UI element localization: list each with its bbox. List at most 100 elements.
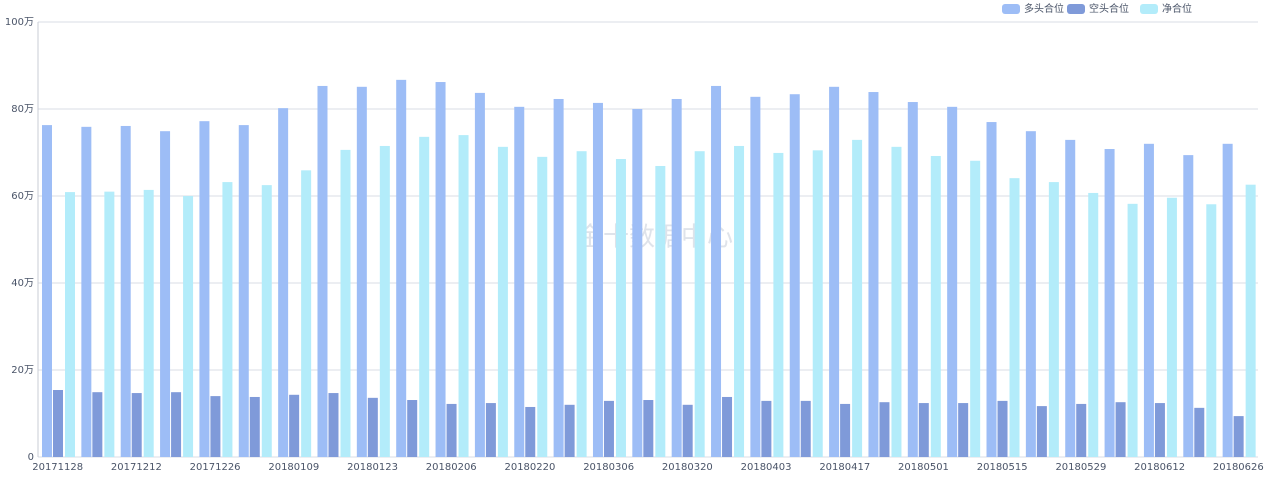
bar [1088, 192, 1099, 457]
bar [734, 145, 745, 457]
bar [750, 96, 761, 457]
x-tick-label: 20180626 [1213, 462, 1264, 473]
bar [131, 393, 142, 457]
bar [171, 392, 182, 457]
bar [396, 79, 407, 457]
bar [160, 131, 171, 457]
bar [367, 397, 378, 457]
bar [564, 404, 575, 457]
y-tick-label: 0 [28, 452, 34, 463]
bar [497, 146, 508, 457]
bar [829, 86, 840, 457]
x-tick-label: 20180109 [268, 462, 319, 473]
bar [958, 403, 969, 457]
bar [812, 150, 823, 457]
bar [317, 85, 328, 457]
bar [789, 94, 800, 458]
bar [1076, 403, 1087, 457]
bar [222, 182, 233, 457]
bar [42, 125, 52, 457]
bar [603, 400, 614, 457]
legend-label: 空头合位 [1089, 2, 1129, 15]
bar [1154, 403, 1165, 457]
bar [891, 146, 902, 457]
bar [1143, 143, 1154, 458]
x-tick-label: 20180501 [898, 462, 949, 473]
bar [868, 92, 879, 457]
bar [907, 102, 918, 457]
bar [592, 102, 603, 457]
x-tick-label: 20180220 [504, 462, 555, 473]
y-tick-label: 80万 [11, 104, 34, 115]
bar [970, 160, 981, 457]
bar [947, 106, 958, 457]
bar [199, 121, 210, 458]
bar [210, 396, 221, 457]
bar [183, 196, 194, 457]
bar [340, 149, 351, 457]
bar [553, 98, 564, 458]
y-tick-label: 100万 [5, 17, 34, 28]
bar [1194, 407, 1205, 457]
y-tick-label: 20万 [11, 365, 34, 376]
bar [1065, 139, 1076, 457]
bar [65, 192, 75, 457]
bar [407, 400, 418, 457]
legend-label: 多头合位 [1024, 2, 1064, 15]
x-tick-label: 20180403 [741, 462, 792, 473]
bar [1222, 143, 1233, 458]
bar [104, 191, 115, 457]
bar [773, 152, 784, 457]
bar [1048, 182, 1059, 457]
bar [53, 390, 63, 457]
bar [81, 126, 92, 458]
bar [92, 392, 103, 457]
bar [1025, 131, 1036, 457]
bar [1104, 149, 1115, 457]
bar [1166, 197, 1177, 458]
bar [800, 400, 811, 457]
bar [525, 406, 536, 457]
bar [1233, 416, 1244, 457]
x-tick-label: 20180320 [662, 462, 713, 473]
bar [278, 108, 289, 457]
bar [632, 109, 643, 457]
bar [694, 151, 705, 457]
x-tick-label: 20180529 [1055, 462, 1106, 473]
legend-swatch [1140, 4, 1158, 14]
bar [249, 396, 260, 457]
bar [1036, 406, 1047, 457]
bar [722, 396, 733, 457]
bar [986, 122, 997, 458]
bar [1127, 203, 1138, 457]
x-tick-label: 20171212 [111, 462, 162, 473]
bar [356, 86, 367, 457]
legend-swatch [1002, 4, 1020, 14]
bar [419, 136, 430, 457]
bar [1115, 402, 1126, 457]
x-tick-label: 20180515 [977, 462, 1028, 473]
bar [485, 403, 496, 457]
bar [918, 403, 929, 457]
watermark: 金十数据中心 [577, 223, 733, 253]
bar [289, 394, 300, 457]
bar [446, 403, 457, 457]
bar [930, 155, 941, 458]
bar [1009, 178, 1020, 458]
x-tick-label: 20180206 [426, 462, 477, 473]
bar [120, 125, 131, 457]
bar [655, 165, 666, 458]
x-tick-label: 20180612 [1134, 462, 1185, 473]
bar [1183, 155, 1194, 458]
x-tick-label: 20180417 [819, 462, 870, 473]
x-tick-label: 20180306 [583, 462, 634, 473]
bar [537, 156, 548, 457]
bar [997, 400, 1008, 457]
bar [852, 139, 863, 457]
bar [238, 125, 249, 457]
legend-swatch [1067, 4, 1085, 14]
bar [458, 135, 469, 457]
x-tick-label: 20171128 [32, 462, 83, 473]
legend-label: 净合位 [1162, 2, 1192, 15]
